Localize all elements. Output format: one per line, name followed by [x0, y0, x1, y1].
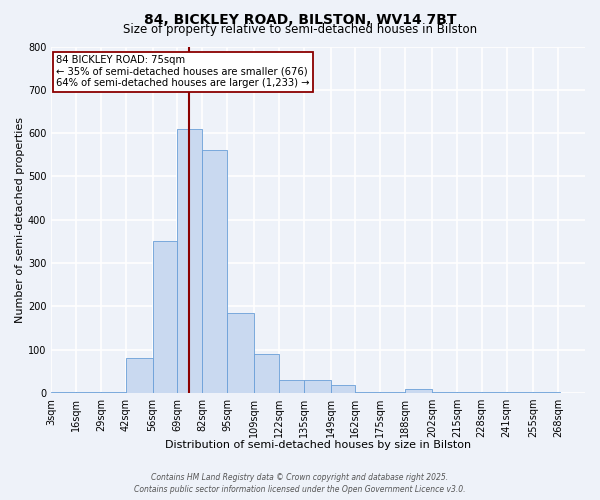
Bar — [457, 392, 482, 393]
Text: Contains HM Land Registry data © Crown copyright and database right 2025.
Contai: Contains HM Land Registry data © Crown c… — [134, 472, 466, 494]
Bar — [227, 313, 254, 393]
Bar — [506, 392, 533, 393]
Bar — [432, 392, 457, 393]
Bar — [533, 392, 560, 393]
Text: Size of property relative to semi-detached houses in Bilston: Size of property relative to semi-detach… — [123, 22, 477, 36]
Text: 84 BICKLEY ROAD: 75sqm
← 35% of semi-detached houses are smaller (676)
64% of se: 84 BICKLEY ROAD: 75sqm ← 35% of semi-det… — [56, 55, 310, 88]
Bar — [482, 392, 506, 393]
Bar — [380, 392, 405, 393]
Bar — [76, 392, 101, 393]
Bar — [405, 388, 432, 393]
Bar — [202, 150, 227, 393]
Text: 84, BICKLEY ROAD, BILSTON, WV14 7BT: 84, BICKLEY ROAD, BILSTON, WV14 7BT — [144, 12, 456, 26]
Bar — [355, 392, 380, 393]
Bar — [178, 129, 202, 393]
Bar — [152, 242, 178, 393]
Bar — [51, 392, 76, 393]
Bar — [279, 380, 304, 393]
Bar — [254, 354, 279, 393]
Bar — [101, 392, 126, 393]
Bar — [304, 380, 331, 393]
Y-axis label: Number of semi-detached properties: Number of semi-detached properties — [15, 116, 25, 322]
X-axis label: Distribution of semi-detached houses by size in Bilston: Distribution of semi-detached houses by … — [165, 440, 471, 450]
Bar — [331, 385, 355, 393]
Bar — [126, 358, 152, 393]
